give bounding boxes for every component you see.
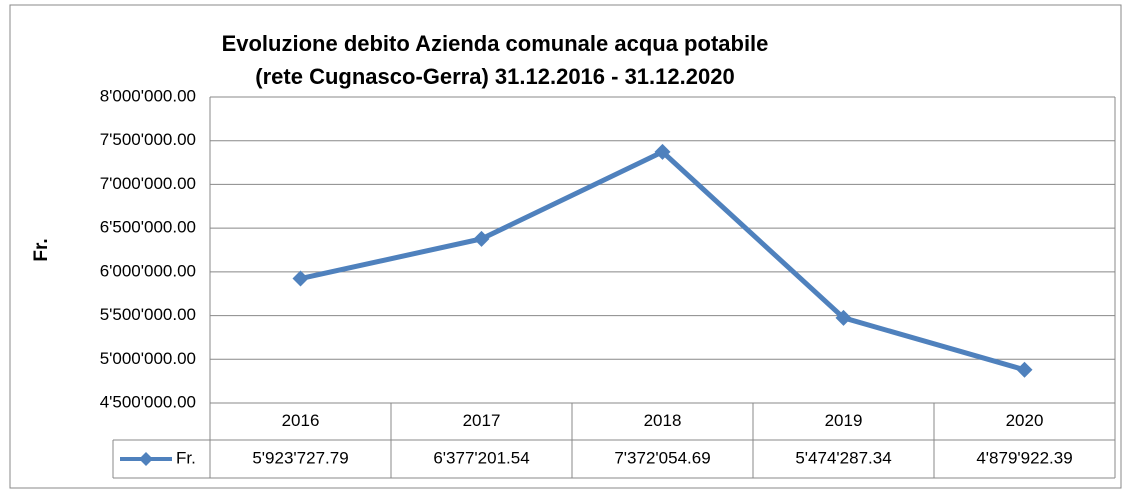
x-tick-label: 2016 — [282, 411, 320, 430]
data-point — [292, 270, 309, 287]
data-point — [654, 143, 671, 160]
x-tick-label: 2020 — [1006, 411, 1044, 430]
x-tick-label: 2019 — [825, 411, 863, 430]
legend-marker — [139, 452, 153, 466]
y-tick-label: 8'000'000.00 — [100, 86, 196, 105]
x-tick-label: 2017 — [463, 411, 501, 430]
data-label: 4'879'922.39 — [976, 448, 1072, 467]
chart-title: (rete Cugnasco-Gerra) 31.12.2016 - 31.12… — [255, 64, 734, 89]
data-label: 5'474'287.34 — [795, 448, 891, 467]
chart-title: Evoluzione debito Azienda comunale acqua… — [222, 31, 769, 56]
legend-label: Fr. — [176, 448, 196, 467]
y-axis-label: Fr. — [31, 238, 52, 261]
data-point — [473, 230, 490, 247]
data-label: 7'372'054.69 — [614, 448, 710, 467]
x-tick-label: 2018 — [644, 411, 682, 430]
chart-border — [9, 4, 1122, 489]
data-point — [1016, 361, 1033, 378]
y-tick-label: 6'500'000.00 — [100, 218, 196, 237]
data-label: 5'923'727.79 — [252, 448, 348, 467]
data-point — [835, 309, 852, 326]
y-tick-label: 5'500'000.00 — [100, 305, 196, 324]
y-tick-label: 5'000'000.00 — [100, 349, 196, 368]
y-tick-label: 6'000'000.00 — [100, 261, 196, 280]
y-tick-label: 7'000'000.00 — [100, 174, 196, 193]
data-label: 6'377'201.54 — [433, 448, 529, 467]
y-tick-label: 7'500'000.00 — [100, 130, 196, 149]
y-tick-label: 4'500'000.00 — [100, 392, 196, 411]
